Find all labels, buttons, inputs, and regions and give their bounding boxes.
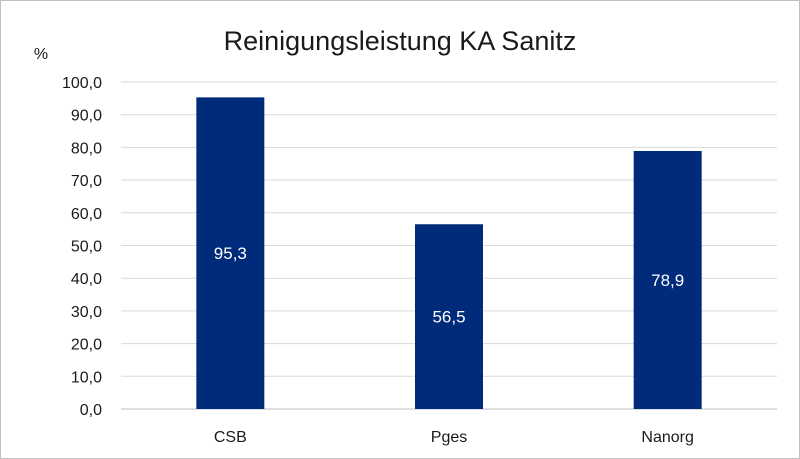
data-label: 56,5	[432, 308, 465, 327]
chart-title: Reinigungsleistung KA Sanitz	[224, 26, 577, 56]
y-tick-label: 50,0	[71, 239, 102, 256]
y-tick-label: 100,0	[62, 75, 102, 92]
bar-csb	[196, 97, 265, 409]
y-tick-label: 40,0	[71, 271, 102, 288]
data-label: 78,9	[651, 271, 684, 290]
y-tick-label: 10,0	[71, 369, 102, 386]
y-axis-ticks: 0,0 10,0 20,0 30,0 40,0 50,0 60,0 70,0 80,0 90,0 1…	[62, 75, 102, 419]
y-axis-unit-label: %	[34, 46, 48, 63]
y-tick-label: 60,0	[71, 206, 102, 223]
y-tick-label: 70,0	[71, 173, 102, 190]
y-tick-label: 80,0	[71, 140, 102, 157]
data-labels: 95,3 56,5 78,9	[214, 244, 684, 326]
y-tick-label: 0,0	[80, 402, 102, 419]
bar-pges	[415, 224, 483, 409]
bar-nanorg	[633, 150, 702, 409]
bars	[196, 97, 702, 409]
y-tick-label: 90,0	[71, 108, 102, 125]
category-label: CSB	[214, 429, 247, 446]
category-label: Nanorg	[641, 429, 693, 446]
y-tick-label: 20,0	[71, 337, 102, 354]
y-tick-label: 30,0	[71, 304, 102, 321]
x-axis-categories: CSB Pges Nanorg	[214, 429, 694, 446]
category-label: Pges	[431, 429, 467, 446]
data-label: 95,3	[214, 244, 247, 263]
